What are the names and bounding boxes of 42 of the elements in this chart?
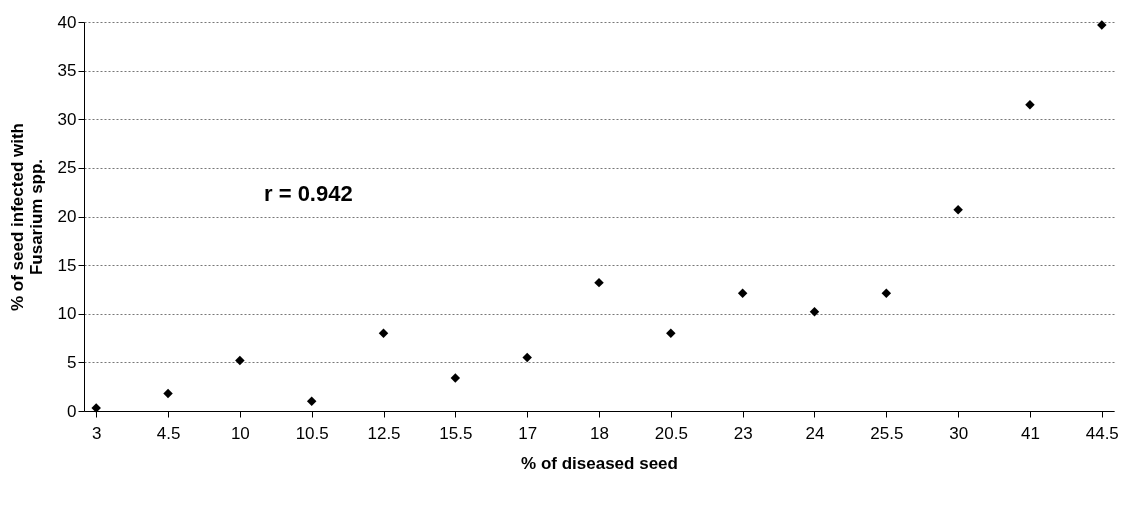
x-tick-label: 23 bbox=[733, 423, 753, 443]
y-tick-label: 40 bbox=[57, 12, 77, 32]
x-tick-label: 20.5 bbox=[654, 423, 688, 443]
x-tick-label: 10 bbox=[230, 423, 250, 443]
point bbox=[1097, 20, 1107, 30]
point bbox=[235, 355, 245, 366]
point bbox=[378, 328, 389, 338]
point bbox=[953, 204, 963, 215]
x-axis-title: % of diseased seed bbox=[521, 453, 678, 473]
y-tick-label: 25 bbox=[57, 158, 77, 178]
y-axis-title: % of seed infected with Fusarium spp. bbox=[7, 123, 46, 311]
x-tick-label: 10.5 bbox=[295, 423, 329, 443]
annotation: r = 0.942 bbox=[264, 181, 353, 206]
point bbox=[809, 307, 820, 317]
y-tick-label: 35 bbox=[57, 61, 77, 81]
point bbox=[450, 373, 461, 383]
x-tick-label: 17 bbox=[518, 423, 538, 443]
x-tick-label: 12.5 bbox=[367, 423, 401, 443]
y-tick-label: 5 bbox=[67, 352, 77, 372]
y-tick-label: 10 bbox=[57, 304, 77, 324]
y-tick-label: 20 bbox=[57, 207, 77, 226]
x-tick-label: 24 bbox=[805, 423, 825, 443]
x-tick-label: 25.5 bbox=[870, 423, 904, 443]
point bbox=[881, 288, 892, 299]
x-tick-label: 44.5 bbox=[1085, 423, 1119, 443]
x-tick-label: 41 bbox=[1021, 423, 1040, 443]
point bbox=[666, 328, 676, 338]
point bbox=[91, 403, 101, 413]
point bbox=[1025, 99, 1035, 110]
point bbox=[594, 277, 604, 288]
point bbox=[522, 352, 532, 363]
y-tick-label: 0 bbox=[67, 401, 77, 421]
y-tick-label: 15 bbox=[57, 255, 77, 275]
point bbox=[737, 288, 748, 299]
point bbox=[163, 388, 173, 399]
x-tick-label: 3 bbox=[91, 423, 102, 443]
y-tick-label: 30 bbox=[57, 109, 77, 129]
x-tick-label: 15.5 bbox=[439, 423, 473, 443]
x-tick-label: 18 bbox=[590, 423, 609, 443]
x-tick-label: 30 bbox=[949, 423, 969, 443]
point bbox=[306, 396, 317, 407]
x-tick-label: 4.5 bbox=[156, 423, 181, 443]
